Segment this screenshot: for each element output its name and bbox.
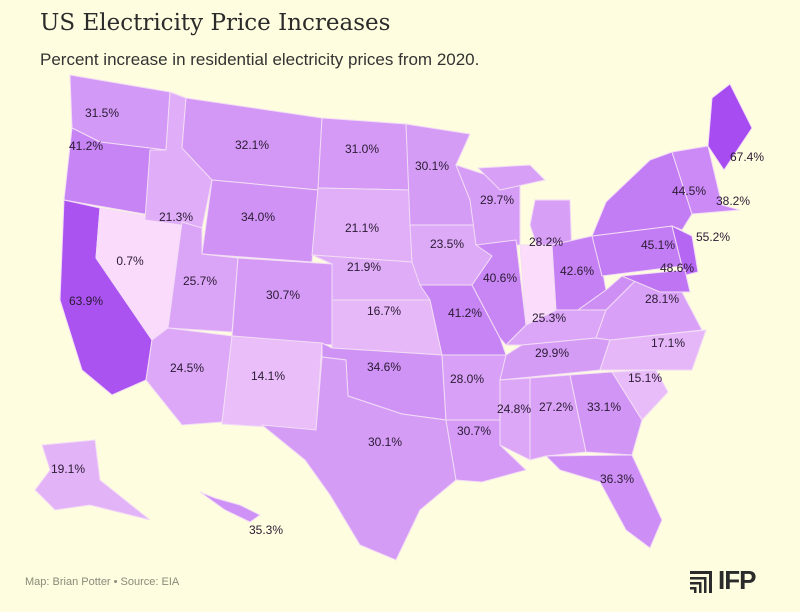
state-tx [260,356,457,561]
value-label-va: 28.1% [645,292,679,306]
state-al [529,374,587,461]
value-label-wa: 31.5% [85,106,119,120]
value-label-nv: 0.7% [116,254,144,268]
ifp-logo: IFP [690,565,756,596]
value-label-hi: 35.3% [249,523,283,537]
value-label-az: 24.5% [170,361,204,375]
value-label-id: 21.3% [159,210,193,224]
value-label-wy: 34.0% [241,210,275,224]
value-label-il: 40.6% [483,271,517,285]
state-fl [544,454,663,549]
value-label-ny: 44.5% [672,184,706,198]
state-az [145,327,233,426]
value-label-al: 27.2% [539,400,573,414]
value-label-mn: 30.1% [415,159,449,173]
state-me [707,83,753,171]
value-label-mo: 41.2% [448,306,482,320]
value-label-or: 41.2% [69,139,103,153]
value-label-ks: 16.7% [367,304,401,318]
value-label-fl: 36.3% [600,472,634,486]
value-label-ia: 23.5% [430,237,464,251]
value-label-tx: 30.1% [368,435,402,449]
value-label-ut: 25.7% [183,274,217,288]
state-miu [476,164,546,191]
value-label-ne: 21.9% [347,260,381,274]
page-title: US Electricity Price Increases [40,10,391,36]
value-label-ar: 28.0% [450,372,484,386]
value-label-sc: 15.1% [628,371,662,385]
value-label-nm: 14.1% [251,369,285,383]
value-label-me: 67.4% [730,150,764,164]
ifp-logo-icon [690,570,712,593]
value-label-ca: 63.9% [69,294,103,308]
state-ny [591,151,693,237]
value-label-md: 48.6% [660,261,694,275]
state-ak [34,439,151,521]
source-credit: Map: Brian Potter • Source: EIA [25,576,180,588]
state-ms [499,377,531,461]
state-md [621,269,691,293]
state-hi [199,491,261,523]
value-label-ak: 19.1% [51,462,85,476]
value-label-co: 30.7% [266,288,300,302]
value-label-ms: 24.8% [497,402,531,416]
value-label-oh: 42.6% [560,264,594,278]
value-label-pa: 45.1% [641,238,675,252]
value-label-ne_region: 38.2% [716,194,750,208]
state-wy [201,179,319,263]
value-label-wi: 29.7% [480,193,514,207]
value-label-ok: 34.6% [367,360,401,374]
page-subtitle: Percent increase in residential electric… [40,50,480,69]
state-nc [599,329,707,371]
state-ga [569,371,643,456]
state-il [471,239,527,346]
value-label-la: 30.7% [457,424,491,438]
value-label-sd: 21.1% [345,221,379,235]
value-label-nj: 55.2% [696,230,730,244]
value-label-ga: 33.1% [587,400,621,414]
state-sc [611,369,669,421]
value-label-mt: 32.1% [235,138,269,152]
logo-text: IFP [718,565,756,595]
value-label-nc: 17.1% [651,336,685,350]
value-label-nd: 31.0% [345,142,379,156]
value-label-mi: 28.2% [529,235,563,249]
state-nj [671,225,699,277]
state-ne_region [671,145,741,215]
value-label-ky: 25.3% [532,311,566,325]
value-label-tn: 29.9% [535,346,569,360]
